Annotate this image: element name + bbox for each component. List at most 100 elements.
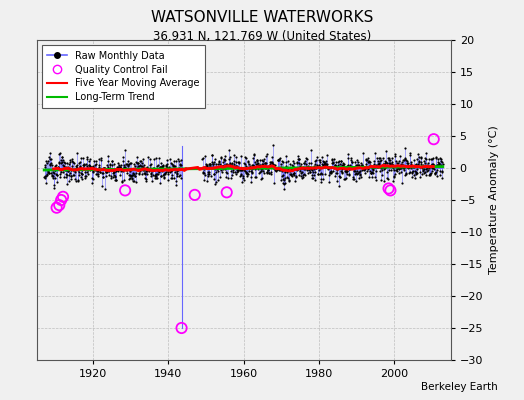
Point — [403, 164, 411, 170]
Point — [281, 152, 290, 159]
Point — [250, 163, 258, 169]
Point — [438, 158, 446, 165]
Point — [407, 165, 416, 171]
Point — [121, 165, 129, 172]
Point — [329, 167, 337, 174]
Point — [80, 161, 88, 167]
Point — [288, 166, 296, 172]
Point — [256, 162, 264, 168]
Point — [396, 163, 404, 169]
Point — [249, 154, 258, 161]
Point — [241, 168, 249, 174]
Point — [266, 159, 274, 165]
Point — [302, 164, 310, 170]
Point — [257, 168, 265, 175]
Point — [298, 175, 306, 181]
Point — [219, 159, 227, 166]
Point — [134, 163, 142, 170]
Point — [168, 172, 176, 178]
Point — [381, 163, 390, 169]
Point — [244, 159, 252, 166]
Point — [164, 171, 172, 177]
Point — [226, 162, 234, 169]
Point — [293, 166, 301, 173]
Point — [225, 146, 233, 153]
Point — [245, 165, 254, 171]
Point — [77, 155, 85, 161]
Point — [103, 162, 111, 168]
Point — [297, 172, 305, 179]
Point — [262, 160, 270, 167]
Point — [92, 171, 101, 177]
Point — [154, 162, 162, 168]
Point — [355, 168, 364, 174]
Point — [100, 165, 108, 171]
Point — [416, 174, 424, 180]
Point — [199, 177, 208, 183]
Point — [56, 150, 64, 157]
Point — [419, 168, 428, 174]
Point — [406, 169, 414, 176]
Point — [426, 170, 434, 177]
Point — [324, 179, 333, 185]
Point — [265, 170, 273, 176]
Point — [357, 167, 366, 174]
Point — [320, 158, 328, 165]
Point — [107, 157, 116, 164]
Point — [309, 166, 318, 172]
Point — [342, 169, 350, 175]
Point — [43, 168, 52, 175]
Text: 36.931 N, 121.769 W (United States): 36.931 N, 121.769 W (United States) — [153, 30, 371, 43]
Point — [334, 159, 342, 166]
Point — [384, 155, 392, 162]
Point — [343, 171, 351, 178]
Point — [320, 160, 329, 166]
Point — [341, 167, 349, 174]
Point — [412, 170, 420, 176]
Point — [65, 161, 73, 168]
Point — [58, 154, 66, 160]
Point — [126, 168, 134, 174]
Point — [357, 160, 365, 166]
Point — [416, 164, 424, 170]
Point — [333, 167, 342, 173]
Point — [63, 172, 71, 178]
Point — [312, 163, 321, 170]
Point — [120, 166, 128, 172]
Point — [47, 156, 55, 162]
Point — [215, 164, 223, 170]
Point — [162, 169, 170, 176]
Point — [125, 172, 133, 179]
Point — [129, 171, 138, 177]
Point — [173, 173, 181, 179]
Y-axis label: Temperature Anomaly (°C): Temperature Anomaly (°C) — [489, 126, 499, 274]
Point — [251, 166, 259, 172]
Point — [245, 167, 253, 174]
Point — [224, 164, 233, 170]
Point — [269, 161, 277, 168]
Point — [43, 170, 51, 177]
Point — [302, 155, 311, 161]
Point — [396, 165, 405, 172]
Point — [324, 165, 333, 172]
Point — [216, 167, 225, 174]
Point — [400, 157, 408, 163]
Point — [339, 160, 347, 166]
Point — [89, 163, 97, 169]
Point — [56, 170, 64, 177]
Point — [160, 170, 169, 176]
Point — [385, 167, 394, 173]
Point — [71, 166, 79, 173]
Point — [84, 171, 92, 178]
Point — [82, 166, 90, 172]
Point — [73, 178, 82, 184]
Point — [106, 166, 115, 173]
Point — [339, 162, 347, 169]
Point — [277, 164, 286, 171]
Legend: Raw Monthly Data, Quality Control Fail, Five Year Moving Average, Long-Term Tren: Raw Monthly Data, Quality Control Fail, … — [41, 45, 205, 108]
Point — [240, 177, 248, 183]
Point — [301, 165, 309, 172]
Point — [340, 161, 348, 167]
Point — [291, 166, 299, 172]
Point — [318, 161, 326, 168]
